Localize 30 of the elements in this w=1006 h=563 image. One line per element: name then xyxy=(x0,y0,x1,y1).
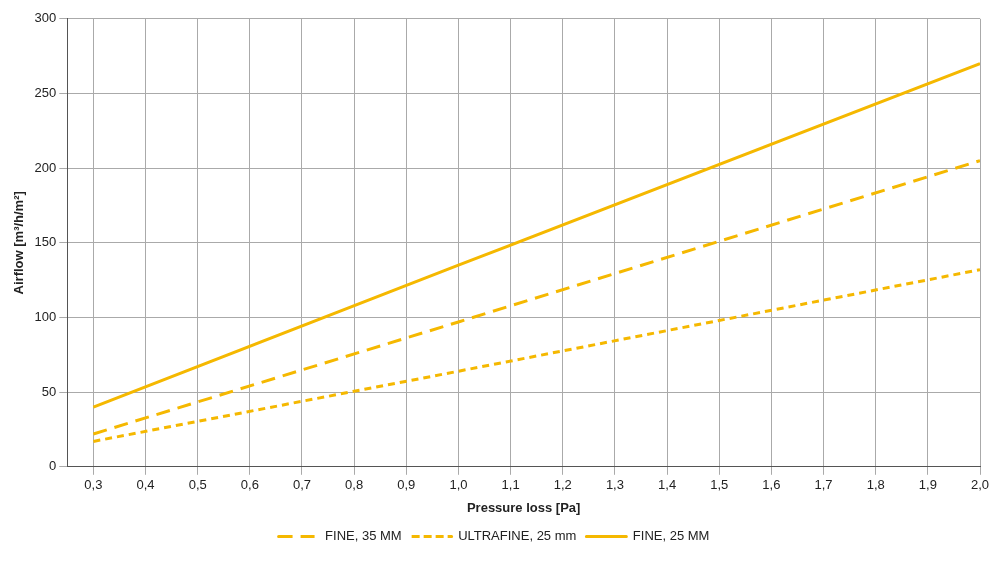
legend-label: FINE, 25 MM xyxy=(632,528,710,544)
x-tick-label: 2,0 xyxy=(970,477,990,493)
x-tick-label: 0,5 xyxy=(188,477,207,493)
legend-label: FINE, 35 MM xyxy=(325,528,402,544)
y-tick-label: 250 xyxy=(34,85,57,101)
x-tick-label: 1,1 xyxy=(501,477,520,493)
x-tick-label: 1,5 xyxy=(710,477,729,493)
x-tick-label: 0,4 xyxy=(136,477,155,493)
x-tick-label: 1,3 xyxy=(605,477,624,493)
x-tick-label: 1,2 xyxy=(553,477,572,493)
legend-label: ULTRAFINE, 25 mm xyxy=(458,528,577,544)
y-tick-label: 300 xyxy=(34,10,57,26)
x-tick-label: 1,6 xyxy=(762,477,781,493)
y-tick-label: 100 xyxy=(34,309,57,325)
x-tick-label: 0,9 xyxy=(397,477,416,493)
x-tick-label: 1,8 xyxy=(866,477,885,493)
y-tick-label: 200 xyxy=(34,159,57,175)
y-tick-label: 50 xyxy=(41,383,57,399)
x-tick-label: 1,9 xyxy=(918,477,937,493)
x-tick-label: 0,6 xyxy=(240,477,259,493)
x-tick-label: 0,8 xyxy=(345,477,364,493)
x-tick-label: 1,7 xyxy=(814,477,833,493)
x-axis-title: Pressure loss [Pa] xyxy=(466,499,581,515)
y-tick-label: 0 xyxy=(49,458,57,474)
x-tick-label: 0,7 xyxy=(292,477,312,493)
y-tick-label: 150 xyxy=(34,234,57,250)
x-tick-label: 0,3 xyxy=(84,477,103,493)
x-tick-label: 1,4 xyxy=(658,477,677,493)
x-tick-label: 1,0 xyxy=(449,477,468,493)
y-axis-title: Airflow [m³/h/m²] xyxy=(11,191,27,295)
